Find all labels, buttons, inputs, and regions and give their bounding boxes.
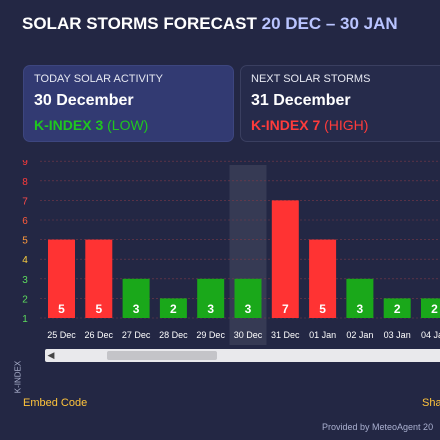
bar-value-label: 2 — [431, 302, 438, 316]
share-link[interactable]: Sha — [422, 397, 440, 409]
x-tick-label: 04 Jan — [421, 330, 440, 340]
bar — [159, 298, 187, 318]
y-tick-label: 5 — [22, 236, 28, 247]
today-card-date: 30 December — [34, 92, 134, 109]
embed-code-link[interactable]: Embed Code — [23, 397, 88, 409]
kindex-bar-chart: 1 2 3 4 5 6 7 8 9 5 25 Dec 5 26 Dec 3 27 Dec 2 28 Dec 3 29… — [22, 160, 440, 345]
y-tick-label: 4 — [22, 255, 28, 266]
x-tick-label: 01 Jan — [309, 330, 336, 340]
title-text: SOLAR STORMS FORECAST — [22, 14, 257, 33]
y-tick-label: 3 — [22, 275, 28, 286]
chart-scrollbar[interactable]: ◀ — [45, 349, 440, 362]
bar-value-label: 5 — [319, 302, 326, 316]
bar — [197, 278, 225, 318]
bar — [234, 278, 262, 318]
bar — [346, 278, 374, 318]
page-title: SOLAR STORMS FORECAST 20 DEC – 30 JAN — [22, 14, 398, 34]
bar-value-label: 3 — [133, 302, 140, 316]
today-card-kindex: K-INDEX 3 (LOW) — [34, 117, 223, 133]
bar — [383, 298, 411, 318]
next-card-label: NEXT SOLAR STORMS — [251, 73, 371, 85]
y-tick-label: 2 — [22, 294, 28, 305]
provided-by-text: Provided by MeteoAgent 20 — [322, 422, 434, 432]
x-tick-label: 25 Dec — [47, 330, 76, 340]
bar-value-label: 7 — [282, 302, 289, 316]
bar — [85, 239, 113, 318]
x-tick-label: 02 Jan — [346, 330, 373, 340]
next-storms-card: NEXT SOLAR STORMS 31 December K-INDEX 7 … — [240, 65, 440, 142]
scrollbar-thumb[interactable] — [107, 351, 217, 360]
x-tick-label: 26 Dec — [85, 330, 114, 340]
today-kindex-value: K-INDEX 3 — [34, 117, 104, 133]
x-tick-label: 31 Dec — [271, 330, 300, 340]
today-kindex-level: (LOW) — [107, 117, 149, 133]
today-card-label: TODAY SOLAR ACTIVITY — [34, 73, 163, 85]
bar — [271, 200, 299, 318]
bar — [309, 239, 337, 318]
y-tick-label: 7 — [22, 196, 28, 207]
bar-value-label: 3 — [245, 302, 252, 316]
next-card-kindex: K-INDEX 7 (HIGH) — [251, 117, 439, 133]
next-kindex-value: K-INDEX 7 — [251, 117, 321, 133]
today-activity-card: TODAY SOLAR ACTIVITY 30 December K-INDEX… — [23, 65, 234, 142]
y-tick-label: 8 — [22, 177, 28, 188]
bar — [48, 239, 75, 318]
y-tick-label: 6 — [22, 216, 28, 227]
bar-value-label: 5 — [95, 302, 102, 316]
bar-value-label: 2 — [394, 302, 401, 316]
x-tick-label: 30 Dec — [234, 330, 263, 340]
next-kindex-level: (HIGH) — [324, 117, 369, 133]
bar-value-label: 3 — [357, 302, 364, 316]
y-tick-label: 9 — [22, 160, 28, 168]
bar-value-label: 3 — [207, 302, 214, 316]
bar — [421, 298, 440, 318]
date-range: 20 DEC – 30 JAN — [261, 14, 398, 33]
x-tick-label: 29 Dec — [196, 330, 225, 340]
x-tick-label: 28 Dec — [159, 330, 188, 340]
scroll-left-icon[interactable]: ◀ — [47, 350, 55, 360]
next-card-date: 31 December — [251, 92, 351, 109]
bar — [122, 278, 150, 318]
y-axis-label: K-INDEX — [13, 360, 23, 394]
y-tick-label: 1 — [22, 314, 28, 325]
x-tick-label: 03 Jan — [384, 330, 411, 340]
bar-value-label: 2 — [170, 302, 177, 316]
bar-value-label: 5 — [58, 302, 65, 316]
x-tick-label: 27 Dec — [122, 330, 151, 340]
